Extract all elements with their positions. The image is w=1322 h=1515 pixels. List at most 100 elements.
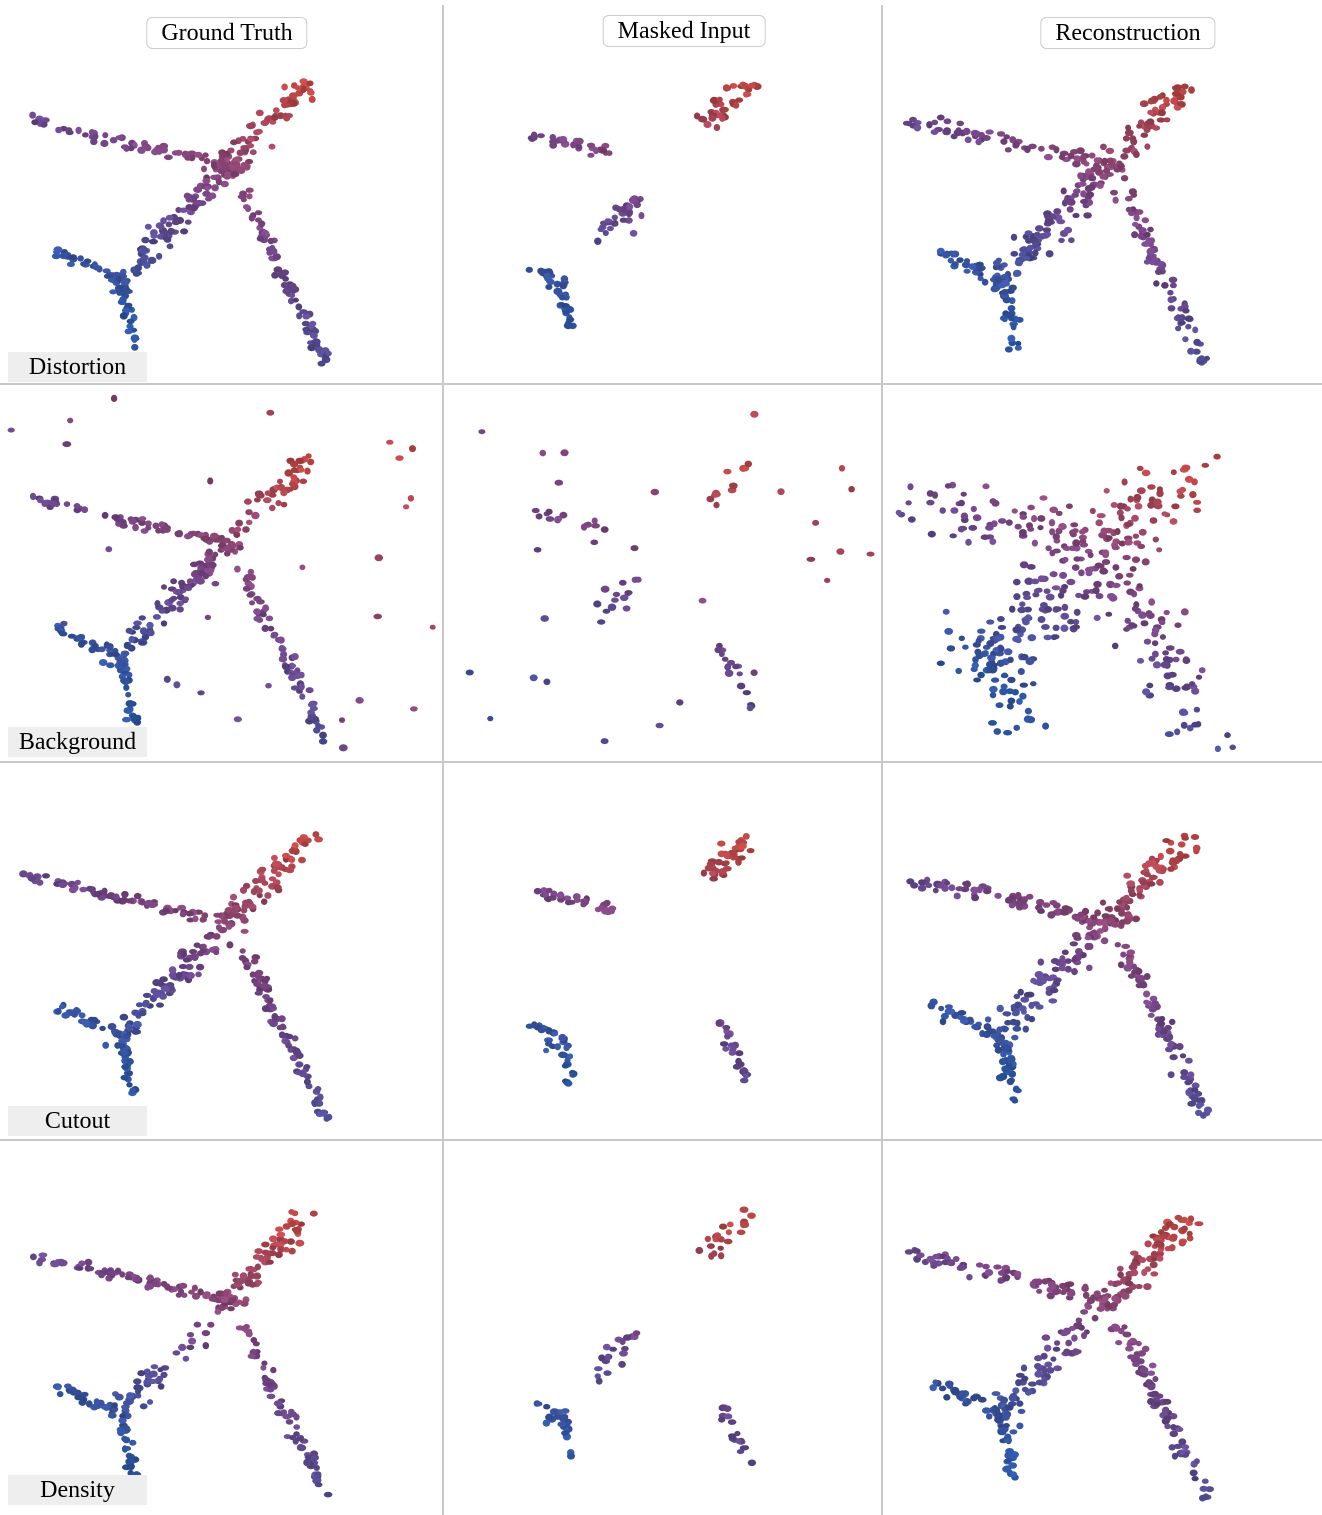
point bbox=[1125, 1281, 1134, 1287]
point bbox=[161, 584, 167, 590]
point bbox=[1042, 1278, 1049, 1284]
point bbox=[1002, 673, 1008, 678]
point bbox=[599, 148, 607, 153]
column-header: Ground Truth bbox=[146, 17, 307, 49]
point bbox=[1113, 197, 1119, 204]
point bbox=[103, 268, 111, 273]
point bbox=[1152, 640, 1158, 646]
point bbox=[719, 651, 725, 658]
point bbox=[567, 1053, 573, 1059]
point bbox=[1190, 1470, 1197, 1477]
point bbox=[296, 1436, 303, 1441]
point bbox=[740, 1207, 749, 1213]
point bbox=[202, 1330, 210, 1336]
point bbox=[537, 133, 545, 138]
point bbox=[1111, 922, 1120, 928]
point bbox=[1019, 1005, 1027, 1012]
point bbox=[191, 571, 199, 578]
point bbox=[173, 1350, 181, 1355]
point bbox=[1126, 589, 1135, 596]
point bbox=[144, 1284, 150, 1291]
point bbox=[623, 605, 631, 611]
point bbox=[707, 1243, 715, 1249]
point bbox=[1125, 1346, 1134, 1352]
point bbox=[1038, 575, 1045, 582]
point bbox=[982, 1264, 990, 1270]
point bbox=[733, 102, 739, 109]
point bbox=[620, 1338, 626, 1345]
point bbox=[1133, 494, 1141, 501]
point bbox=[994, 276, 1001, 282]
point bbox=[64, 1383, 72, 1388]
point bbox=[151, 1364, 159, 1369]
point bbox=[986, 619, 994, 624]
point bbox=[543, 1048, 549, 1054]
point bbox=[175, 590, 184, 596]
point bbox=[1012, 626, 1020, 633]
point bbox=[1215, 746, 1221, 753]
point bbox=[1138, 611, 1146, 618]
point bbox=[905, 1249, 913, 1255]
point bbox=[102, 512, 109, 519]
point bbox=[906, 121, 913, 126]
point bbox=[209, 562, 217, 569]
point bbox=[1083, 589, 1091, 594]
point bbox=[1058, 238, 1065, 243]
point bbox=[315, 347, 323, 354]
point bbox=[1032, 250, 1038, 257]
point bbox=[737, 683, 746, 690]
point bbox=[295, 303, 302, 310]
point bbox=[975, 267, 984, 272]
point bbox=[718, 1417, 725, 1423]
point bbox=[1018, 668, 1025, 675]
point bbox=[174, 530, 182, 537]
point bbox=[993, 1264, 1001, 1269]
point bbox=[1078, 569, 1085, 576]
point bbox=[958, 500, 965, 507]
point bbox=[121, 1064, 129, 1070]
point bbox=[991, 1034, 997, 1039]
point bbox=[1021, 1365, 1027, 1372]
point bbox=[285, 867, 294, 873]
point bbox=[1090, 914, 1097, 919]
point bbox=[1146, 1001, 1153, 1007]
point bbox=[1174, 84, 1182, 91]
point bbox=[1146, 683, 1153, 689]
point bbox=[308, 702, 317, 708]
point bbox=[1148, 598, 1155, 605]
point bbox=[1010, 1393, 1018, 1399]
point bbox=[167, 243, 174, 249]
point bbox=[907, 483, 913, 490]
point bbox=[183, 596, 189, 601]
point bbox=[1134, 1354, 1140, 1360]
point bbox=[745, 461, 753, 468]
point bbox=[1186, 1079, 1193, 1084]
point bbox=[271, 855, 278, 861]
point bbox=[247, 143, 254, 148]
point bbox=[386, 440, 393, 445]
point bbox=[977, 629, 985, 634]
point bbox=[950, 507, 958, 514]
point bbox=[319, 738, 327, 744]
point bbox=[719, 1224, 727, 1230]
point bbox=[120, 523, 128, 529]
point bbox=[289, 92, 298, 99]
point bbox=[1132, 556, 1140, 563]
point bbox=[1134, 214, 1140, 221]
point bbox=[1013, 593, 1020, 600]
point bbox=[1008, 305, 1016, 312]
point bbox=[1121, 1324, 1127, 1329]
point bbox=[1096, 593, 1104, 599]
point bbox=[1167, 1033, 1173, 1040]
point bbox=[611, 597, 619, 602]
point bbox=[223, 1290, 229, 1297]
point bbox=[298, 1445, 307, 1452]
point bbox=[1149, 253, 1157, 258]
point bbox=[1060, 909, 1068, 916]
point bbox=[1122, 478, 1128, 485]
point bbox=[281, 502, 288, 508]
point bbox=[1170, 518, 1178, 525]
point bbox=[1039, 495, 1047, 500]
point bbox=[1085, 168, 1092, 174]
point bbox=[943, 127, 951, 133]
